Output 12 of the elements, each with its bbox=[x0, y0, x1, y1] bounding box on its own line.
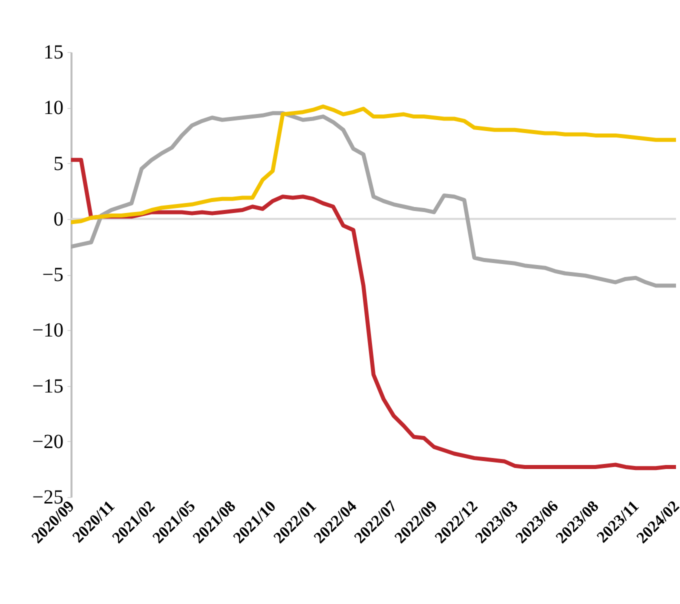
line-series bbox=[71, 104, 676, 224]
y-tick-label: −25 bbox=[32, 486, 64, 508]
y-tick-label: −10 bbox=[32, 320, 64, 342]
line-series bbox=[71, 158, 676, 470]
y-tick-label: 5 bbox=[54, 152, 64, 175]
y-tick-label: −15 bbox=[32, 375, 64, 398]
y-tick-label: 0 bbox=[54, 208, 64, 230]
y-tick-label: 10 bbox=[44, 97, 64, 120]
y-tick-label: −20 bbox=[32, 430, 64, 453]
line-series bbox=[71, 111, 676, 288]
y-tick-label: 15 bbox=[44, 42, 64, 64]
y-tick-label: −5 bbox=[42, 264, 64, 286]
